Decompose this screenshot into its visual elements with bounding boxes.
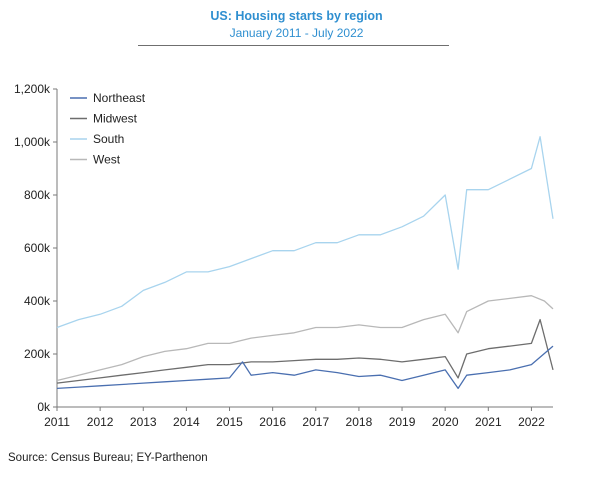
- x-tick-label: 2013: [130, 415, 157, 429]
- x-tick-label: 2015: [216, 415, 243, 429]
- x-tick-label: 2012: [87, 415, 114, 429]
- legend-label-northeast: Northeast: [93, 91, 146, 105]
- x-tick-label: 2016: [259, 415, 286, 429]
- chart-title: US: Housing starts by region: [210, 9, 383, 23]
- y-tick-label: 200k: [24, 347, 51, 361]
- x-tick-label: 2017: [302, 415, 329, 429]
- chart-subtitle: January 2011 - July 2022: [229, 26, 364, 40]
- y-tick-label: 800k: [24, 188, 51, 202]
- series-line-south: [56, 136, 554, 329]
- series-line-midwest: [56, 318, 554, 384]
- series-line-northeast: [56, 345, 554, 390]
- y-tick-label: 400k: [24, 294, 51, 308]
- series-line-west: [56, 295, 554, 382]
- y-tick-label: 1,200k: [14, 82, 51, 96]
- legend-label-south: South: [93, 132, 124, 146]
- x-tick-label: 2022: [518, 415, 545, 429]
- x-tick-label: 2019: [389, 415, 416, 429]
- legend-label-midwest: Midwest: [93, 112, 138, 126]
- y-tick-label: 600k: [24, 241, 51, 255]
- x-tick-label: 2021: [475, 415, 502, 429]
- x-tick-label: 2014: [173, 415, 200, 429]
- y-tick-label: 0k: [37, 400, 51, 414]
- x-tick-label: 2011: [44, 415, 70, 429]
- legend-label-west: West: [93, 153, 121, 167]
- x-tick-label: 2020: [432, 415, 459, 429]
- source-note: Source: Census Bureau; EY-Parthenon: [8, 452, 208, 464]
- title-underline: [138, 45, 449, 46]
- x-tick-label: 2018: [346, 415, 373, 429]
- y-tick-label: 1,000k: [14, 135, 51, 149]
